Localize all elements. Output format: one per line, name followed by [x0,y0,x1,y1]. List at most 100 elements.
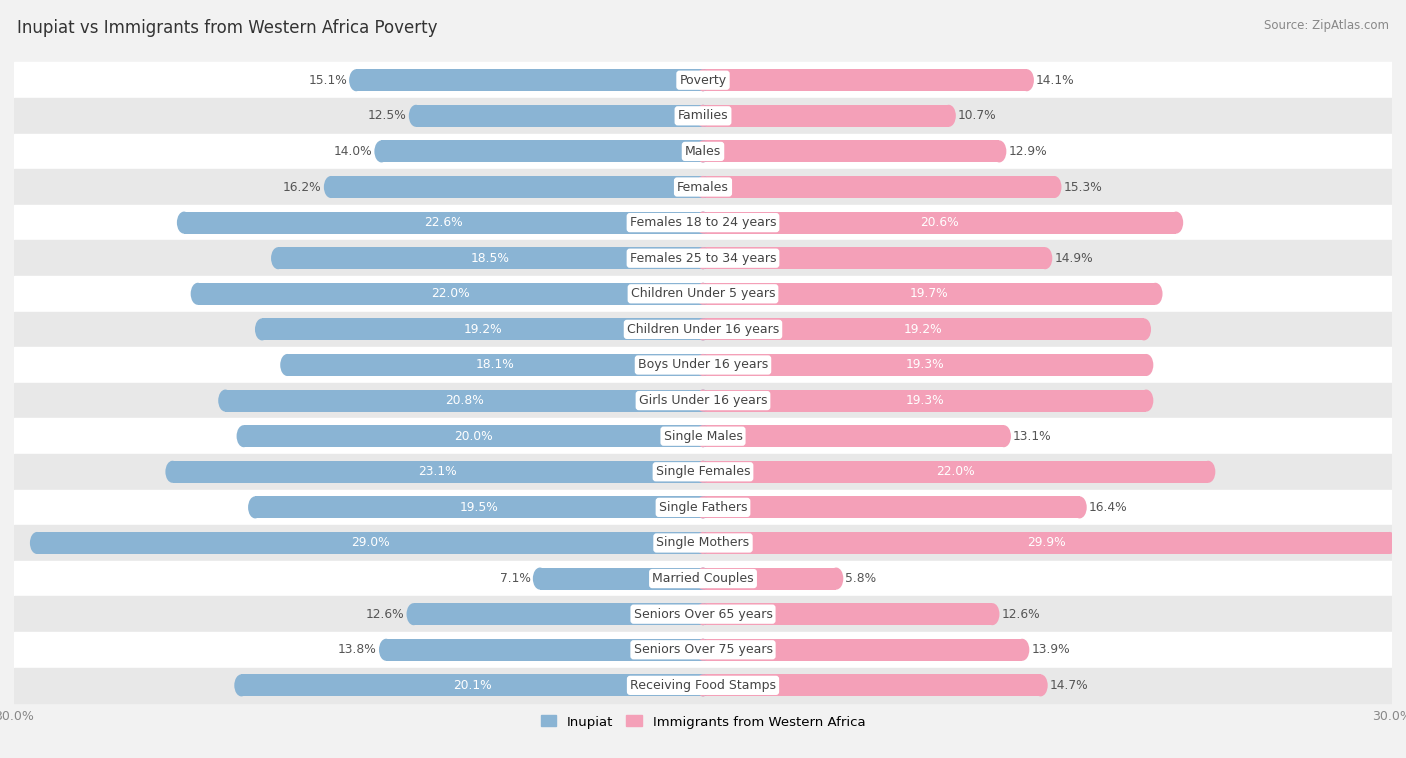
Bar [37,532,703,554]
Bar [14,205,1392,240]
Bar [703,496,1080,518]
Ellipse shape [696,354,710,376]
Text: Females 18 to 24 years: Females 18 to 24 years [630,216,776,229]
Bar [14,169,1392,205]
Text: 14.7%: 14.7% [1050,679,1088,692]
Ellipse shape [696,318,710,340]
Text: 18.5%: 18.5% [471,252,510,265]
Text: Seniors Over 65 years: Seniors Over 65 years [634,608,772,621]
Ellipse shape [696,532,710,554]
Text: 19.7%: 19.7% [910,287,949,300]
Ellipse shape [986,603,1000,625]
Text: 13.1%: 13.1% [1012,430,1052,443]
Bar [703,639,1022,661]
Text: 12.6%: 12.6% [1001,608,1040,621]
Ellipse shape [177,211,191,233]
Bar [703,461,1208,483]
Text: 19.2%: 19.2% [904,323,943,336]
Bar [14,561,1392,597]
Ellipse shape [696,176,710,198]
Ellipse shape [236,425,250,447]
Ellipse shape [830,568,844,590]
Bar [14,454,1392,490]
Bar [198,283,703,305]
Bar [330,176,703,198]
Text: 15.3%: 15.3% [1063,180,1102,193]
Ellipse shape [942,105,956,127]
Text: 19.3%: 19.3% [905,394,943,407]
Ellipse shape [696,390,710,412]
Bar [14,347,1392,383]
Text: Receiving Food Stamps: Receiving Food Stamps [630,679,776,692]
Text: 19.2%: 19.2% [463,323,502,336]
Ellipse shape [1015,639,1029,661]
Bar [703,140,1000,162]
Text: Females: Females [678,180,728,193]
Ellipse shape [696,568,710,590]
Bar [14,632,1392,668]
Ellipse shape [191,283,205,305]
Text: 22.0%: 22.0% [936,465,974,478]
Bar [14,668,1392,703]
Bar [14,525,1392,561]
Ellipse shape [696,211,710,233]
Ellipse shape [247,496,263,518]
Text: 20.1%: 20.1% [453,679,492,692]
Ellipse shape [696,283,710,305]
Bar [703,247,1045,269]
Ellipse shape [1139,354,1153,376]
Bar [703,675,1040,697]
Text: 16.4%: 16.4% [1088,501,1128,514]
Bar [14,490,1392,525]
Ellipse shape [1019,69,1033,91]
Ellipse shape [696,568,710,590]
Ellipse shape [993,140,1007,162]
Bar [703,425,1004,447]
Ellipse shape [696,461,710,483]
Ellipse shape [349,69,363,91]
Bar [262,318,703,340]
Ellipse shape [696,639,710,661]
Text: Families: Families [678,109,728,122]
Bar [256,496,703,518]
Ellipse shape [166,461,180,483]
Ellipse shape [696,675,710,697]
Bar [387,639,703,661]
Text: 15.1%: 15.1% [308,74,347,86]
Ellipse shape [696,140,710,162]
Text: Poverty: Poverty [679,74,727,86]
Ellipse shape [1033,675,1047,697]
Bar [278,247,703,269]
Ellipse shape [696,461,710,483]
Text: Single Fathers: Single Fathers [659,501,747,514]
Text: 13.8%: 13.8% [339,644,377,656]
Text: 12.5%: 12.5% [368,109,406,122]
Text: Children Under 5 years: Children Under 5 years [631,287,775,300]
Bar [703,69,1026,91]
Bar [14,240,1392,276]
Ellipse shape [696,639,710,661]
Ellipse shape [533,568,547,590]
Text: 18.1%: 18.1% [475,359,515,371]
Text: 7.1%: 7.1% [501,572,531,585]
Bar [14,62,1392,98]
Text: Inupiat vs Immigrants from Western Africa Poverty: Inupiat vs Immigrants from Western Afric… [17,19,437,37]
Text: 12.6%: 12.6% [366,608,405,621]
Bar [381,140,703,162]
Bar [173,461,703,483]
Ellipse shape [1149,283,1163,305]
Text: 20.0%: 20.0% [454,430,492,443]
Text: 19.5%: 19.5% [460,501,499,514]
Text: 12.9%: 12.9% [1008,145,1047,158]
Text: 22.0%: 22.0% [432,287,470,300]
Bar [703,603,993,625]
Bar [14,133,1392,169]
Text: 22.6%: 22.6% [425,216,463,229]
Text: 16.2%: 16.2% [283,180,322,193]
Ellipse shape [406,603,420,625]
Ellipse shape [696,532,710,554]
Bar [540,568,703,590]
Bar [14,276,1392,312]
Ellipse shape [696,140,710,162]
Text: Children Under 16 years: Children Under 16 years [627,323,779,336]
